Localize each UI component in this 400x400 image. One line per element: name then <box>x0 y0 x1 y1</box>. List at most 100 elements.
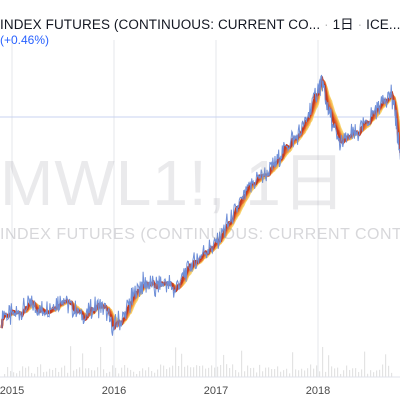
volume-bar <box>55 367 57 377</box>
volume-bar <box>277 366 279 377</box>
volume-bar <box>361 369 363 377</box>
volume-bar <box>316 365 318 377</box>
interval-label[interactable]: 1日 <box>332 17 354 32</box>
volume-bar <box>13 372 15 377</box>
volume-bar <box>22 366 24 377</box>
price-line <box>1 74 400 336</box>
volume-bar <box>292 352 294 377</box>
volume-bar <box>304 370 306 377</box>
volume-bar <box>196 365 198 377</box>
volume-bar <box>199 365 201 377</box>
volume-bar <box>310 364 312 377</box>
volume-bar <box>208 367 210 377</box>
volume-bar <box>25 367 27 377</box>
volume-bar <box>355 368 357 377</box>
volume-bar <box>109 371 111 377</box>
x-axis-tick-label: 2018 <box>305 385 331 397</box>
volume-bar <box>103 369 105 377</box>
volume-bar <box>121 367 123 377</box>
volume-bar <box>313 368 315 377</box>
volume-bar <box>307 368 309 377</box>
volume-bar <box>145 370 147 377</box>
volume-bar <box>19 370 21 377</box>
volume-bar <box>229 368 231 377</box>
volume-bar <box>181 353 183 377</box>
volume-bar <box>100 346 102 377</box>
volume-bar <box>268 367 270 377</box>
volume-bar <box>247 365 249 377</box>
x-axis-tick-label: 2016 <box>101 385 127 397</box>
volume-bar <box>367 373 369 377</box>
volume-bar <box>325 371 327 377</box>
volume-bar <box>70 346 72 377</box>
volume-bar <box>73 370 75 377</box>
volume-bar <box>211 365 213 377</box>
volume-bar <box>148 367 150 377</box>
volume-bar <box>256 372 258 377</box>
volume-bar <box>130 369 132 377</box>
volume-bar <box>76 369 78 377</box>
volume-bar <box>178 366 180 377</box>
volume-bar <box>58 371 60 377</box>
symbol-title[interactable]: INDEX FUTURES (CONTINUOUS: CURRENT CO... <box>0 17 321 32</box>
volume-bar <box>31 372 33 377</box>
volume-bar <box>328 355 330 377</box>
volume-bar <box>4 374 6 377</box>
volume-bar <box>283 370 285 377</box>
volume-bar <box>10 371 12 377</box>
volume-bar <box>202 365 204 377</box>
volume-bar <box>217 366 219 377</box>
volume-bar <box>331 366 333 377</box>
volume-bar <box>184 366 186 377</box>
volume-bar <box>112 365 114 377</box>
symbol-header[interactable]: INDEX FUTURES (CONTINUOUS: CURRENT CO...… <box>0 17 400 32</box>
volume-bar <box>7 367 9 377</box>
volume-bar <box>220 364 222 377</box>
volume-bar <box>115 367 117 377</box>
volume-bar <box>298 370 300 377</box>
price-change: (+0.46%) <box>0 33 50 47</box>
description-watermark: INDEX FUTURES (CONTINUOUS: CURRENT CONTR… <box>0 226 400 243</box>
volume-bar <box>373 372 375 377</box>
volume-bar <box>94 370 96 377</box>
volume-bar <box>379 369 381 377</box>
volume-bar <box>163 365 165 377</box>
volume-bar <box>295 369 297 377</box>
volume-bar <box>190 367 192 377</box>
volume-bar <box>49 368 51 377</box>
symbol-watermark: MWL1!, 1日 <box>0 147 347 219</box>
volume-bar <box>133 371 135 377</box>
volume-bar <box>52 369 54 377</box>
volume-bar <box>346 365 348 377</box>
volume-bar <box>244 371 246 377</box>
volume-bar <box>358 372 360 377</box>
volume-bar <box>118 373 120 377</box>
volume-bar <box>364 351 366 377</box>
volume-bar <box>97 367 99 377</box>
volume-bar <box>286 368 288 377</box>
volume-bar <box>79 367 81 377</box>
volume-bar <box>334 368 336 377</box>
volume-bar <box>175 347 177 377</box>
volume-bar <box>280 371 282 377</box>
volume-bar <box>265 367 267 377</box>
volume-bar <box>139 371 141 377</box>
volume-bars <box>4 346 393 377</box>
volume-bar <box>232 364 234 377</box>
volume-bar <box>187 365 189 377</box>
volume-bar <box>250 368 252 377</box>
volume-bar <box>37 366 39 377</box>
volume-bar <box>370 370 372 377</box>
volume-bar <box>169 367 171 377</box>
volume-bar <box>274 369 276 377</box>
volume-bar <box>16 373 18 377</box>
volume-bar <box>301 368 303 377</box>
volume-bar <box>127 367 129 377</box>
volume-bar <box>64 365 66 377</box>
volume-bar <box>43 372 45 377</box>
volume-bar <box>205 368 207 377</box>
volume-bar <box>235 369 237 377</box>
volume-bar <box>376 370 378 377</box>
volume-bar <box>259 364 261 377</box>
